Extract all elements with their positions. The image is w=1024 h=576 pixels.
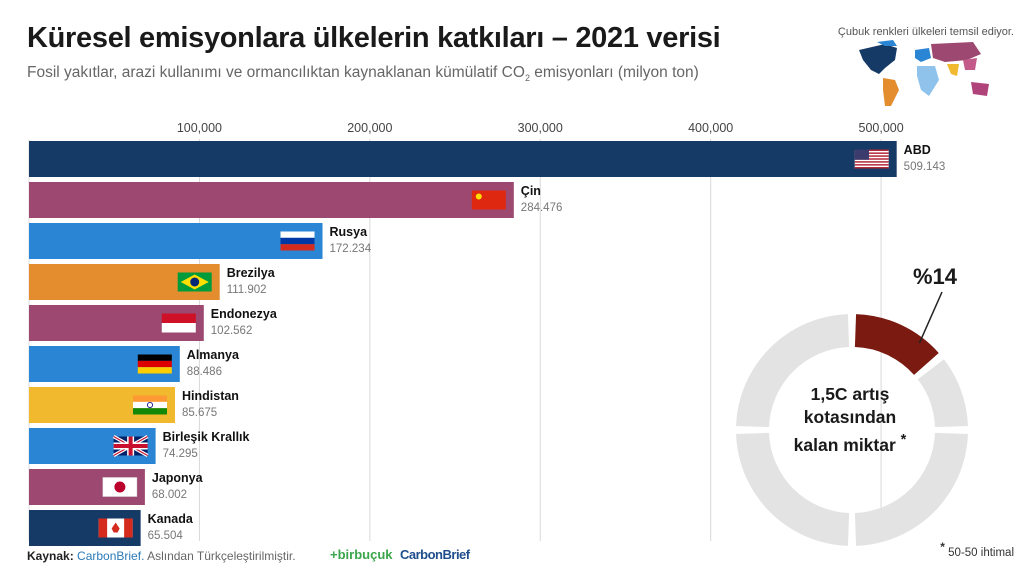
category-label: Rusya	[330, 225, 369, 239]
category-label: Kanada	[148, 512, 194, 526]
map-note: Çubuk renkleri ülkeleri temsil ediyor.	[837, 26, 1014, 38]
carbonbrief-logo: CarbonBrief	[400, 547, 470, 562]
donut-ring-segment	[736, 432, 850, 546]
value-label: 509.143	[904, 161, 946, 173]
chart-title: Küresel emisyonlara ülkelerin katkıları …	[27, 22, 721, 54]
bar	[29, 223, 323, 259]
bar-group: Kanada 65.504	[29, 510, 194, 546]
bar-group: Birleşik Krallık 74.295	[29, 428, 250, 464]
chart-subtitle: Fosil yakıtlar, arazi kullanımı ve orman…	[27, 64, 699, 84]
donut-highlight-arc	[854, 314, 939, 375]
remaining-budget-donut	[730, 260, 980, 550]
bar-group: Endonezya 102.562	[29, 305, 278, 341]
value-label: 85.675	[182, 407, 217, 419]
value-label: 74.295	[163, 448, 198, 460]
source-footer: Kaynak: CarbonBrief. Aslından Türkçeleşt…	[27, 549, 296, 563]
br-flag-icon	[177, 272, 212, 292]
jp-flag-icon	[102, 477, 138, 497]
de-flag-icon	[137, 354, 172, 374]
bar-group: ABD 509.143	[29, 141, 945, 177]
footnote: * 50-50 ihtimal	[940, 540, 1014, 559]
bar-group: Brezilya 111.902	[29, 264, 276, 300]
category-label: Endonezya	[211, 307, 278, 321]
ru-flag-icon	[280, 231, 315, 251]
donut-ring-segment	[854, 432, 968, 546]
category-label: Birleşik Krallık	[163, 430, 250, 444]
bar	[29, 182, 514, 218]
category-label: Brezilya	[227, 266, 276, 280]
bar	[29, 141, 897, 177]
bar-group: Almanya 88.486	[29, 346, 240, 382]
x-tick-label: 300,000	[518, 121, 563, 135]
bar-group: Hindistan 85.675	[29, 387, 239, 423]
donut-center-text: 1,5C artış kotasından kalan miktar *	[793, 384, 907, 455]
us-flag-icon	[854, 149, 889, 169]
uk-flag-icon	[112, 434, 149, 458]
id-flag-icon	[161, 313, 196, 333]
in-flag-icon	[133, 395, 168, 415]
cn-flag-icon	[471, 190, 506, 210]
value-label: 102.562	[211, 325, 253, 337]
category-label: Japonya	[152, 471, 204, 485]
x-tick-label: 500,000	[859, 121, 904, 135]
bar-group: Çin 284.476	[29, 182, 562, 218]
category-label: ABD	[904, 143, 931, 157]
x-tick-label: 100,000	[177, 121, 222, 135]
value-label: 68.002	[152, 489, 187, 501]
x-tick-label: 200,000	[347, 121, 392, 135]
value-label: 65.504	[148, 530, 184, 542]
value-label: 88.486	[187, 366, 222, 378]
category-label: Hindistan	[182, 389, 239, 403]
remaining-percent-label: %14	[913, 264, 958, 289]
birbucuk-logo: +birbuçuk	[330, 547, 393, 562]
world-map-icon	[859, 40, 989, 106]
ca-flag-icon	[98, 518, 133, 538]
bar-group: Japonya 68.002	[29, 469, 204, 505]
value-label: 284.476	[521, 202, 563, 214]
donut-ring-segment	[917, 359, 968, 428]
x-tick-label: 400,000	[688, 121, 733, 135]
bar-group: Rusya 172.234	[29, 223, 372, 259]
value-label: 172.234	[330, 243, 372, 255]
leader-line	[918, 291, 943, 344]
category-label: Almanya	[187, 348, 240, 362]
value-label: 111.902	[227, 284, 267, 296]
donut-ring-segment	[736, 314, 850, 428]
category-label: Çin	[521, 184, 541, 198]
